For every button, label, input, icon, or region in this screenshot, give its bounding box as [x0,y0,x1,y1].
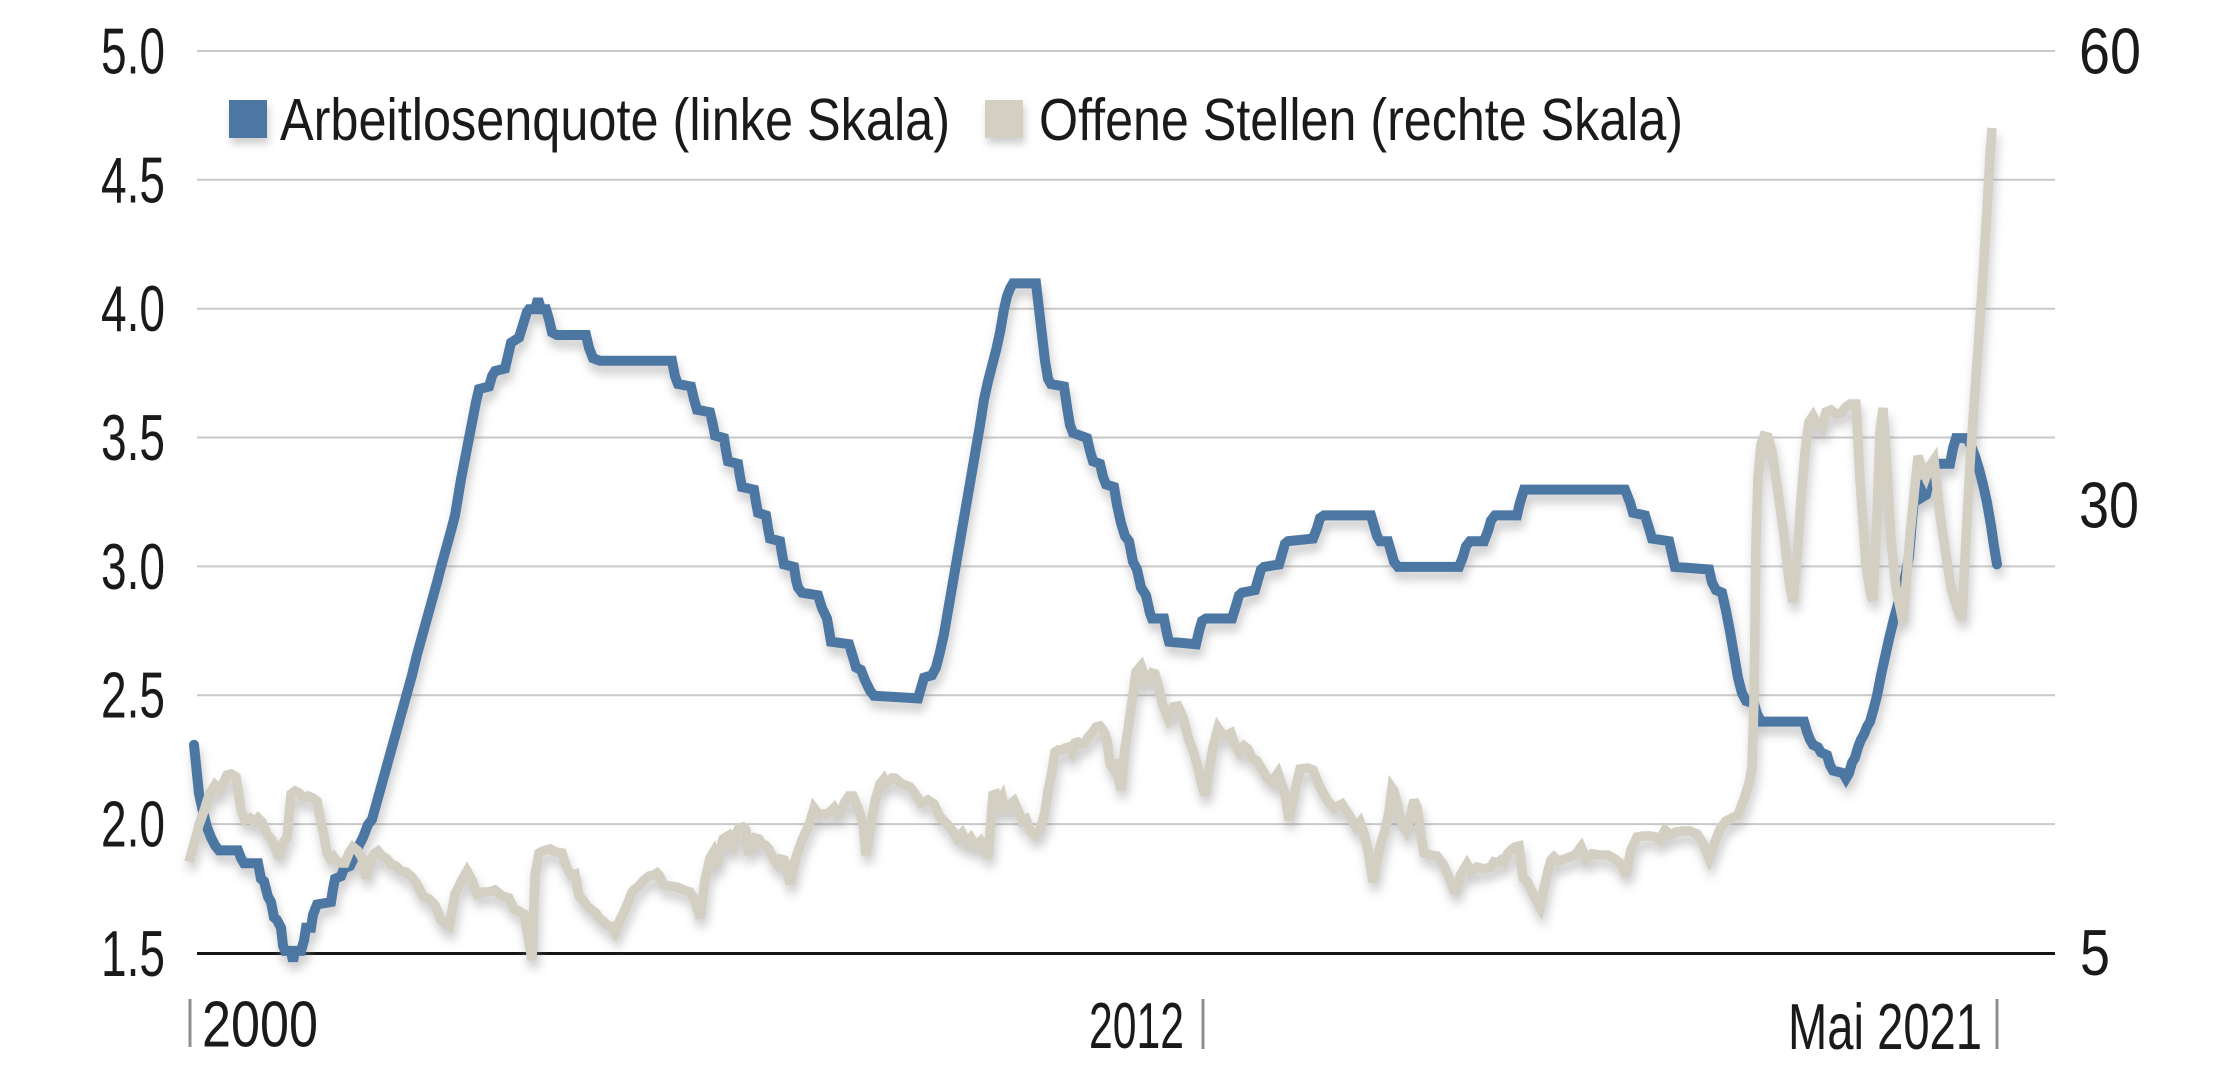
svg-text:3.5: 3.5 [101,401,165,474]
svg-text:30: 30 [2079,469,2139,542]
svg-text:5: 5 [2080,916,2110,989]
svg-text:2.5: 2.5 [101,659,165,732]
svg-text:2000: 2000 [202,988,318,1061]
svg-text:2012: 2012 [1089,989,1184,1062]
svg-text:60: 60 [2079,15,2141,88]
svg-text:4.0: 4.0 [101,272,165,345]
svg-text:2.0: 2.0 [101,788,165,861]
svg-text:4.5: 4.5 [101,143,165,216]
svg-text:Offene Stellen (rechte Skala): Offene Stellen (rechte Skala) [1039,87,1683,153]
svg-text:3.0: 3.0 [101,530,165,603]
svg-text:Mai 2021: Mai 2021 [1788,990,1982,1063]
svg-text:Arbeitlosenquote (linke Skala): Arbeitlosenquote (linke Skala) [280,87,950,153]
svg-text:5.0: 5.0 [101,15,165,88]
svg-text:1.5: 1.5 [101,917,165,990]
